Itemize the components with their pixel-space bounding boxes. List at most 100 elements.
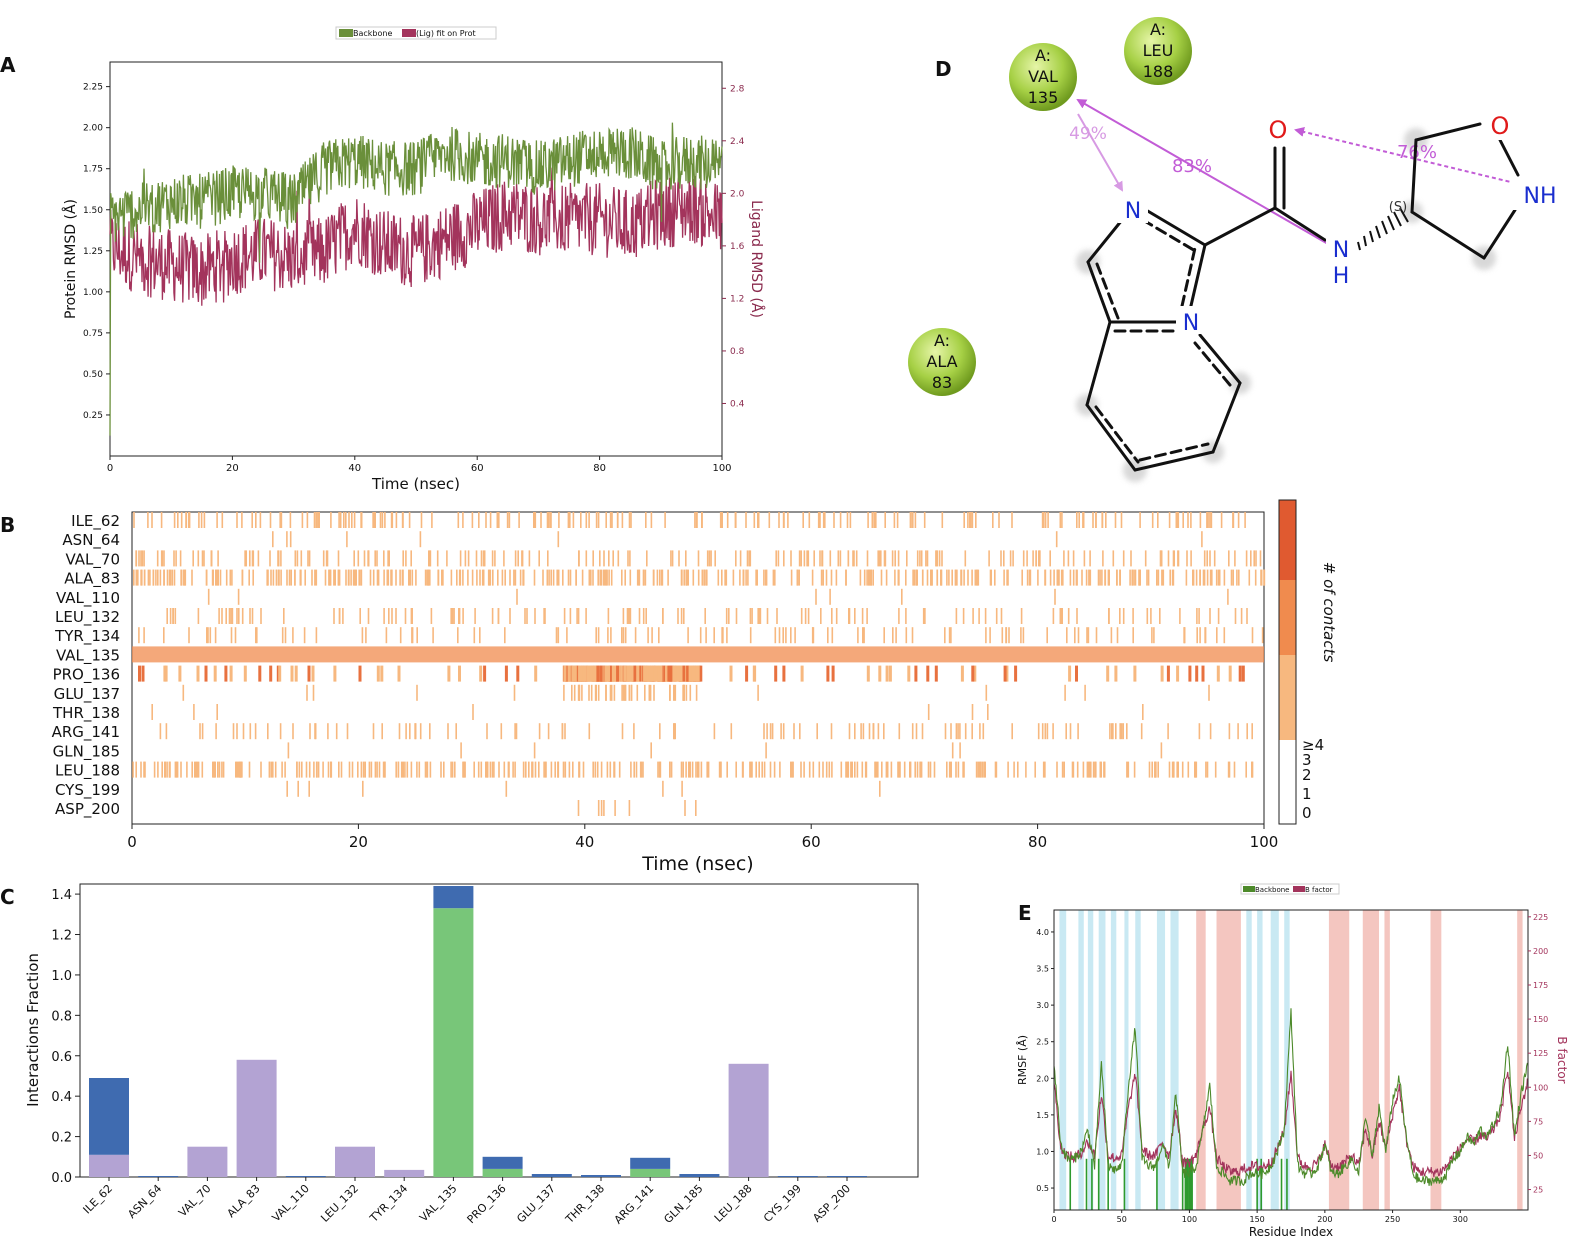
- contact-tick: [201, 723, 204, 740]
- contact-tick: [346, 723, 349, 740]
- contact-tick: [357, 550, 360, 567]
- contact-tick: [1171, 761, 1174, 778]
- contact-tick: [1089, 569, 1092, 586]
- contact-tick: [664, 512, 666, 528]
- contact-tick: [241, 761, 243, 778]
- contact-tick: [684, 800, 686, 816]
- contact-tick: [672, 665, 676, 682]
- contact-tick: [501, 569, 504, 586]
- bar-hydrophobic: [89, 1154, 129, 1177]
- contact-tick: [543, 761, 545, 778]
- contact-tick: [898, 608, 900, 624]
- contact-tick: [143, 627, 145, 644]
- contact-tick: [644, 569, 647, 586]
- contact-tick: [353, 512, 356, 528]
- contact-tick: [639, 761, 642, 778]
- contact-tick: [763, 723, 765, 740]
- contact-tick: [596, 665, 600, 682]
- contact-tick: [899, 761, 901, 778]
- contact-tick: [516, 665, 520, 682]
- contact-tick: [230, 627, 233, 644]
- contact-tick: [790, 569, 793, 586]
- contact-tick: [157, 569, 159, 586]
- contact-tick: [249, 608, 251, 624]
- contact-tick: [950, 627, 952, 644]
- contact-tick: [920, 550, 923, 567]
- y-tick-label: 3.0: [1036, 1001, 1049, 1010]
- contact-tick: [826, 665, 830, 682]
- colorbar-tick-label: 1: [1302, 785, 1312, 803]
- contact-tick: [405, 550, 407, 567]
- contact-tick: [335, 723, 338, 740]
- contact-tick: [614, 800, 616, 816]
- contact-tick: [217, 550, 219, 567]
- contact-tick: [186, 761, 188, 778]
- contact-tick: [628, 684, 631, 701]
- contact-tick: [971, 569, 973, 586]
- contact-tick: [620, 665, 624, 682]
- atom-o-carbonyl: O: [1269, 116, 1288, 144]
- contact-tick: [188, 512, 191, 528]
- contact-tick: [925, 550, 927, 567]
- y2-tick-label: 225: [1533, 913, 1548, 922]
- contact-tick: [892, 627, 894, 644]
- contact-tick: [658, 627, 660, 644]
- panel-letter-d: D: [935, 57, 952, 81]
- contact-tick: [1108, 608, 1110, 624]
- contact-tick: [975, 761, 978, 778]
- contact-tick: [623, 665, 627, 682]
- contact-tick: [579, 665, 583, 682]
- contact-tick: [950, 761, 952, 778]
- legend-label-bfactor: B factor: [1305, 886, 1333, 894]
- contact-tick: [362, 780, 364, 797]
- contact-tick: [790, 627, 792, 644]
- contact-tick: [878, 550, 881, 567]
- contact-tick: [514, 761, 516, 778]
- colorbar-tick-label: 0: [1302, 804, 1312, 822]
- contact-tick: [1167, 550, 1170, 567]
- contact-tick: [550, 512, 552, 528]
- contact-tick: [687, 627, 689, 644]
- contact-tick: [234, 627, 237, 644]
- contact-tick: [972, 608, 974, 624]
- contact-tick: [460, 742, 462, 759]
- contact-tick: [275, 569, 278, 586]
- contact-tick: [687, 569, 689, 586]
- contact-tick: [855, 550, 858, 567]
- contact-tick: [1234, 550, 1236, 567]
- contact-tick: [324, 569, 327, 586]
- contact-row: [132, 646, 1264, 663]
- contact-tick: [582, 761, 585, 778]
- contact-tick: [603, 800, 605, 816]
- contact-tick: [607, 608, 610, 624]
- contact-tick: [399, 627, 402, 644]
- contact-tick: [611, 512, 613, 528]
- contact-tick: [705, 627, 707, 644]
- contact-tick: [563, 684, 565, 701]
- series-line-backbone: [109, 122, 723, 436]
- contact-tick: [719, 512, 722, 528]
- contact-tick: [931, 569, 933, 586]
- contact-tick: [617, 512, 619, 528]
- contact-tick: [314, 569, 316, 586]
- contact-tick: [607, 665, 610, 682]
- contact-tick: [761, 761, 763, 778]
- bar-water-bridges: [138, 1176, 179, 1177]
- contact-tick: [739, 550, 742, 567]
- contact-tick: [1259, 550, 1262, 567]
- contact-tick: [135, 569, 138, 586]
- contact-tick: [194, 761, 196, 778]
- contact-tick: [774, 569, 776, 586]
- contact-tick: [474, 608, 476, 624]
- contact-tick: [245, 550, 247, 567]
- contact-tick: [766, 723, 768, 740]
- contact-tick: [707, 761, 710, 778]
- contact-tick: [528, 761, 530, 778]
- contact-tick: [765, 742, 767, 759]
- contact-tick: [255, 512, 257, 528]
- contact-tick: [701, 512, 703, 528]
- contact-tick: [429, 550, 431, 567]
- contact-tick: [491, 550, 494, 567]
- contact-tick: [269, 550, 271, 567]
- contact-tick: [919, 761, 922, 778]
